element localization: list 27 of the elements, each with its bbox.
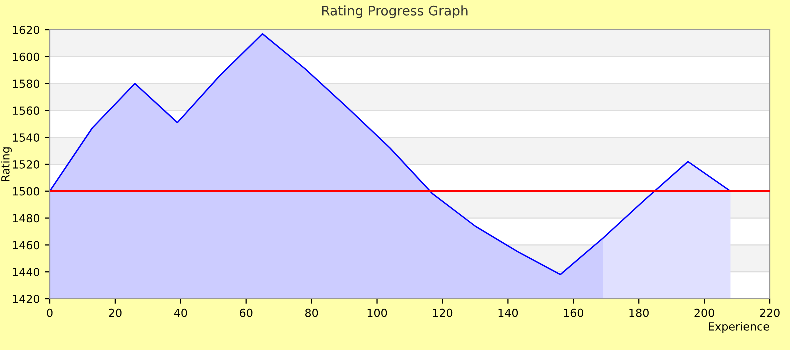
x-tick-label: 120 [433, 308, 453, 318]
y-tick-label: 1420 [13, 294, 40, 304]
x-axis-title: Experience [709, 322, 770, 334]
y-tick-label: 1560 [13, 106, 40, 116]
y-axis-title: Rating [1, 148, 12, 182]
y-tick-label: 1480 [13, 214, 40, 223]
y-tick-label: 1600 [13, 52, 40, 62]
x-tick-label: 100 [368, 308, 388, 318]
x-tick-label: 40 [174, 308, 188, 318]
y-tick-label: 1500 [13, 187, 40, 196]
x-tick-label: 220 [760, 308, 780, 318]
x-tick-label: 0 [47, 308, 53, 318]
x-tick-label: 180 [630, 308, 649, 318]
chart-title: Rating Progress Graph [322, 6, 468, 18]
line-series [50, 33, 732, 276]
x-tick-label: 140 [498, 308, 518, 318]
x-tick-label: 160 [564, 308, 584, 318]
y-tick-label: 1440 [13, 268, 40, 276]
x-tick-label: 80 [306, 308, 318, 318]
y-tick-label: 1520 [13, 160, 40, 169]
y-tick-label: 1540 [13, 134, 40, 142]
x-tick-label: 60 [240, 308, 253, 318]
x-tick-label: 200 [694, 308, 714, 318]
x-tick-label: 20 [109, 308, 122, 318]
y-tick-label: 1580 [13, 80, 40, 88]
y-tick-label: 1460 [13, 241, 40, 250]
y-tick-label: 1620 [13, 26, 40, 34]
